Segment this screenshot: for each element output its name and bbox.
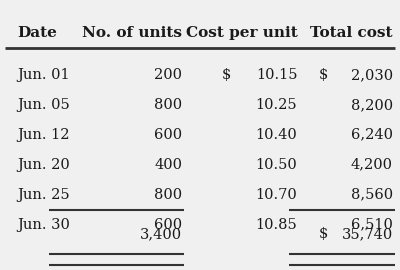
Text: Jun. 30: Jun. 30 xyxy=(17,218,70,231)
Text: Jun. 20: Jun. 20 xyxy=(17,158,70,172)
Text: 800: 800 xyxy=(154,98,182,112)
Text: 600: 600 xyxy=(154,128,182,142)
Text: 10.40: 10.40 xyxy=(256,128,297,142)
Text: $: $ xyxy=(319,227,328,241)
Text: 800: 800 xyxy=(154,188,182,202)
Text: Date: Date xyxy=(17,26,57,40)
Text: Jun. 01: Jun. 01 xyxy=(17,68,70,82)
Text: 200: 200 xyxy=(154,68,182,82)
Text: Jun. 12: Jun. 12 xyxy=(17,128,70,142)
Text: Cost per unit: Cost per unit xyxy=(186,26,297,40)
Text: 8,200: 8,200 xyxy=(350,98,393,112)
Text: 6,240: 6,240 xyxy=(351,128,393,142)
Text: 10.25: 10.25 xyxy=(256,98,297,112)
Text: $: $ xyxy=(319,68,328,82)
Text: 10.85: 10.85 xyxy=(256,218,297,231)
Text: Total cost: Total cost xyxy=(310,26,393,40)
Text: 600: 600 xyxy=(154,218,182,231)
Text: 10.50: 10.50 xyxy=(256,158,297,172)
Text: No. of units: No. of units xyxy=(82,26,182,40)
Text: 400: 400 xyxy=(154,158,182,172)
Text: Jun. 25: Jun. 25 xyxy=(17,188,70,202)
Text: 8,560: 8,560 xyxy=(350,188,393,202)
Text: 6,510: 6,510 xyxy=(351,218,393,231)
Text: $: $ xyxy=(222,68,231,82)
Text: 3,400: 3,400 xyxy=(140,227,182,241)
Text: Jun. 05: Jun. 05 xyxy=(17,98,70,112)
Text: 2,030: 2,030 xyxy=(350,68,393,82)
Text: 35,740: 35,740 xyxy=(342,227,393,241)
Text: 10.70: 10.70 xyxy=(256,188,297,202)
Text: 10.15: 10.15 xyxy=(256,68,297,82)
Text: 4,200: 4,200 xyxy=(351,158,393,172)
